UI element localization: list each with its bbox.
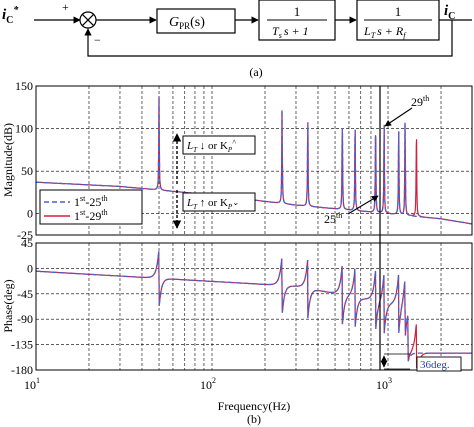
delay-denominator: Ts s + 1	[272, 24, 309, 40]
phase-ylabel: Phase(deg)	[1, 279, 15, 332]
magnitude-ytick-label: 50	[21, 164, 33, 178]
magnitude-ytick-label: 100	[15, 122, 33, 136]
phase-ytick-label: 45	[21, 236, 33, 250]
annotation-box-up: LT ↓ or KP^	[182, 135, 256, 155]
frequency-tick-label: 102	[200, 376, 216, 392]
phase-grid	[35, 242, 473, 370]
frequency-ticks: 101 102 103	[24, 376, 392, 392]
output-label: iC	[444, 3, 455, 22]
phase-frame	[35, 242, 473, 371]
magnitude-yticks: 150 100 50 0 -25	[15, 79, 33, 242]
input-label: iC*	[2, 5, 19, 26]
legend-item-1: 1st-25th	[74, 194, 108, 209]
phase-margin-label: 36deg.	[420, 359, 450, 371]
block-diagram: iC* + − GPR(s) 1 Ts s + 1 1 LT s + Rf iC (…	[2, 0, 472, 79]
phase-ytick-label: 0	[27, 261, 33, 275]
series-1st-25th-phase	[36, 251, 472, 362]
magnitude-frame	[35, 85, 473, 236]
magnitude-ytick-label: 150	[15, 79, 33, 93]
label-29th: 29th	[411, 94, 429, 109]
controller-block	[156, 8, 236, 34]
phase-ytick-label: -90	[17, 312, 33, 326]
caption-b: (b)	[247, 412, 261, 426]
controller-label: GPR(s)	[169, 15, 205, 31]
magnitude-panel: Magnitude(dB) 150 100 50 0 -25 LT ↓ or KP^ L…	[1, 79, 473, 242]
phase-ytick-label: -135	[11, 338, 33, 352]
phase-yticks: 45 0 -45 -90 -135 -180	[11, 236, 33, 377]
phase-ytick-label: -45	[17, 287, 33, 301]
phase-curves	[36, 251, 472, 369]
plant-numerator: 1	[395, 4, 402, 19]
svg-text:LT ↓ or KP^: LT ↓ or KP^	[186, 138, 236, 154]
svg-text:LT ↑ or KP⌄: LT ↑ or KP⌄	[186, 197, 239, 211]
caption-a: (a)	[249, 65, 262, 79]
delay-numerator: 1	[294, 4, 301, 19]
summing-junction	[79, 11, 97, 29]
frequency-tick-label: 101	[24, 376, 40, 392]
frequency-xlabel: Frequency(Hz)	[218, 399, 291, 413]
plus-sign: +	[62, 0, 69, 14]
frequency-tick-label: 103	[376, 376, 392, 392]
legend-item-2: 1st-29th	[74, 208, 108, 223]
magnitude-ylabel: Magnitude(dB)	[1, 123, 15, 197]
minus-sign: −	[94, 33, 101, 47]
annotation-box-down: LT ↑ or KP⌄	[182, 192, 256, 212]
legend: 1st-25th 1st-29th	[39, 189, 143, 225]
magnitude-ytick-label: 0	[27, 207, 33, 221]
series-1st-29th-phase	[36, 251, 472, 369]
phase-ytick-label: -180	[11, 363, 33, 377]
magnitude-ytick-label: -25	[17, 228, 33, 242]
plant-denominator: LT s + Rf	[363, 24, 407, 40]
label-25th: 25th	[324, 211, 342, 226]
phase-panel: Phase(deg) 450-45-90-135-180 36deg. 101 1…	[1, 236, 473, 426]
feedback-path	[84, 20, 453, 57]
